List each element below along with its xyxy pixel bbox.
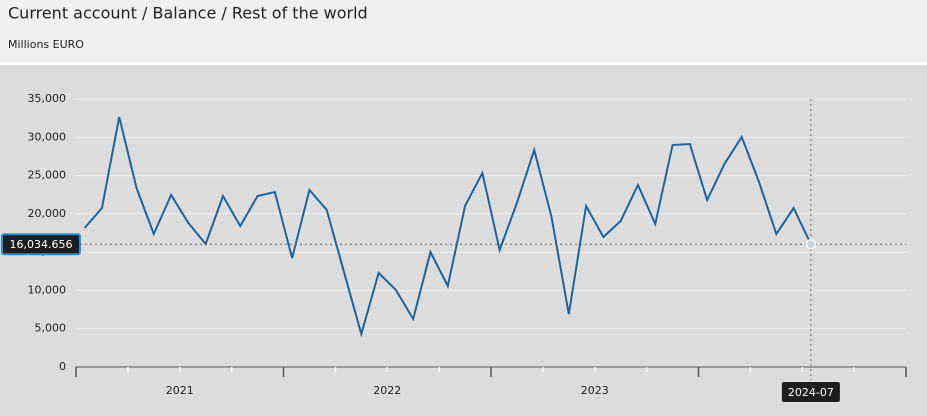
highlight-point xyxy=(805,238,817,250)
y-tick-label: 0 xyxy=(59,360,66,373)
x-tick-label: 2022 xyxy=(373,384,401,397)
y-tick-label: 30,000 xyxy=(28,130,67,143)
x-tooltip-bg xyxy=(781,382,840,402)
plot-bg xyxy=(0,65,927,416)
chart-title: Current account / Balance / Rest of the … xyxy=(8,4,368,23)
y-tick-label: 5,000 xyxy=(35,322,67,335)
y-tick-label: 10,000 xyxy=(28,283,67,296)
y-tick-label: 25,000 xyxy=(28,169,67,182)
header-bg xyxy=(0,0,927,62)
x-tick-label: 2021 xyxy=(166,384,194,397)
x-tick-label: 2023 xyxy=(581,384,609,397)
x-tooltip-label: 2024-07 xyxy=(788,386,834,399)
y-tooltip-label: 16,034.656 xyxy=(10,238,73,251)
y-tick-label: 20,000 xyxy=(28,207,67,220)
y-tick-label: 35,000 xyxy=(28,92,67,105)
chart-subtitle: Millions EURO xyxy=(8,38,84,51)
y-tooltip-bg xyxy=(1,233,81,256)
